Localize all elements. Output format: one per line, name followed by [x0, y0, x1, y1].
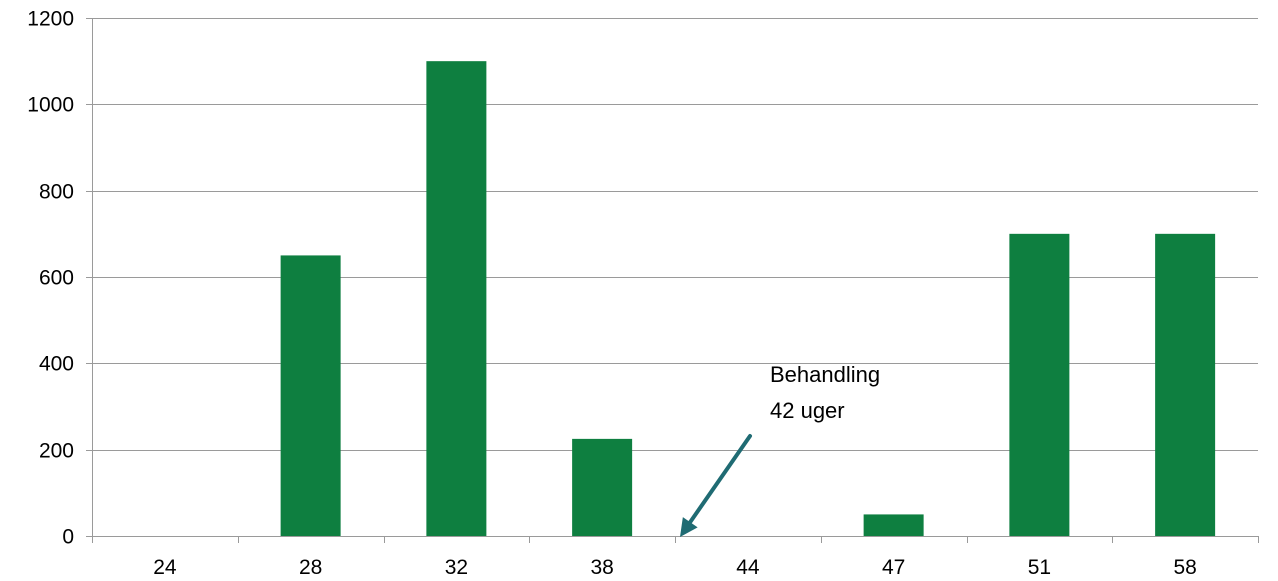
bar-32: [426, 61, 487, 537]
x-tick-label-44: 44: [736, 556, 760, 579]
annotation: Behandling 42 uger: [680, 362, 880, 537]
bars: [280, 61, 1216, 537]
bar-51: [1009, 233, 1070, 537]
annotation-line-1: Behandling: [770, 362, 880, 387]
x-tick-label-47: 47: [882, 556, 905, 579]
bar-28: [280, 255, 341, 536]
annotation-line-2: 42 uger: [770, 398, 845, 423]
bar-47: [863, 514, 924, 536]
x-tick-label-38: 38: [590, 556, 613, 579]
x-tick-label-58: 58: [1173, 556, 1196, 579]
x-tick-label-24: 24: [153, 556, 177, 579]
bar-58: [1155, 233, 1216, 537]
gridlines: [92, 18, 1258, 451]
y-tick-label-400: 400: [39, 353, 74, 376]
x-tick-label-32: 32: [445, 556, 468, 579]
annotation-arrow-head: [680, 517, 698, 537]
y-tick-label-600: 600: [39, 267, 74, 290]
annotation-arrow-shaft: [682, 434, 752, 533]
y-tick-label-0: 0: [62, 526, 74, 549]
tick-labels: 0 200 400 600 800 1000 1200 24 28 32 38 44 47 51 58: [27, 8, 1197, 580]
y-tick-label-1200: 1200: [27, 8, 74, 31]
x-tick-label-51: 51: [1028, 556, 1051, 579]
y-tick-label-200: 200: [39, 440, 74, 463]
x-tick-label-28: 28: [299, 556, 322, 579]
bar-38: [572, 438, 633, 536]
y-tick-label-1000: 1000: [27, 94, 74, 117]
y-tick-label-800: 800: [39, 181, 74, 204]
axes: [86, 18, 1259, 543]
